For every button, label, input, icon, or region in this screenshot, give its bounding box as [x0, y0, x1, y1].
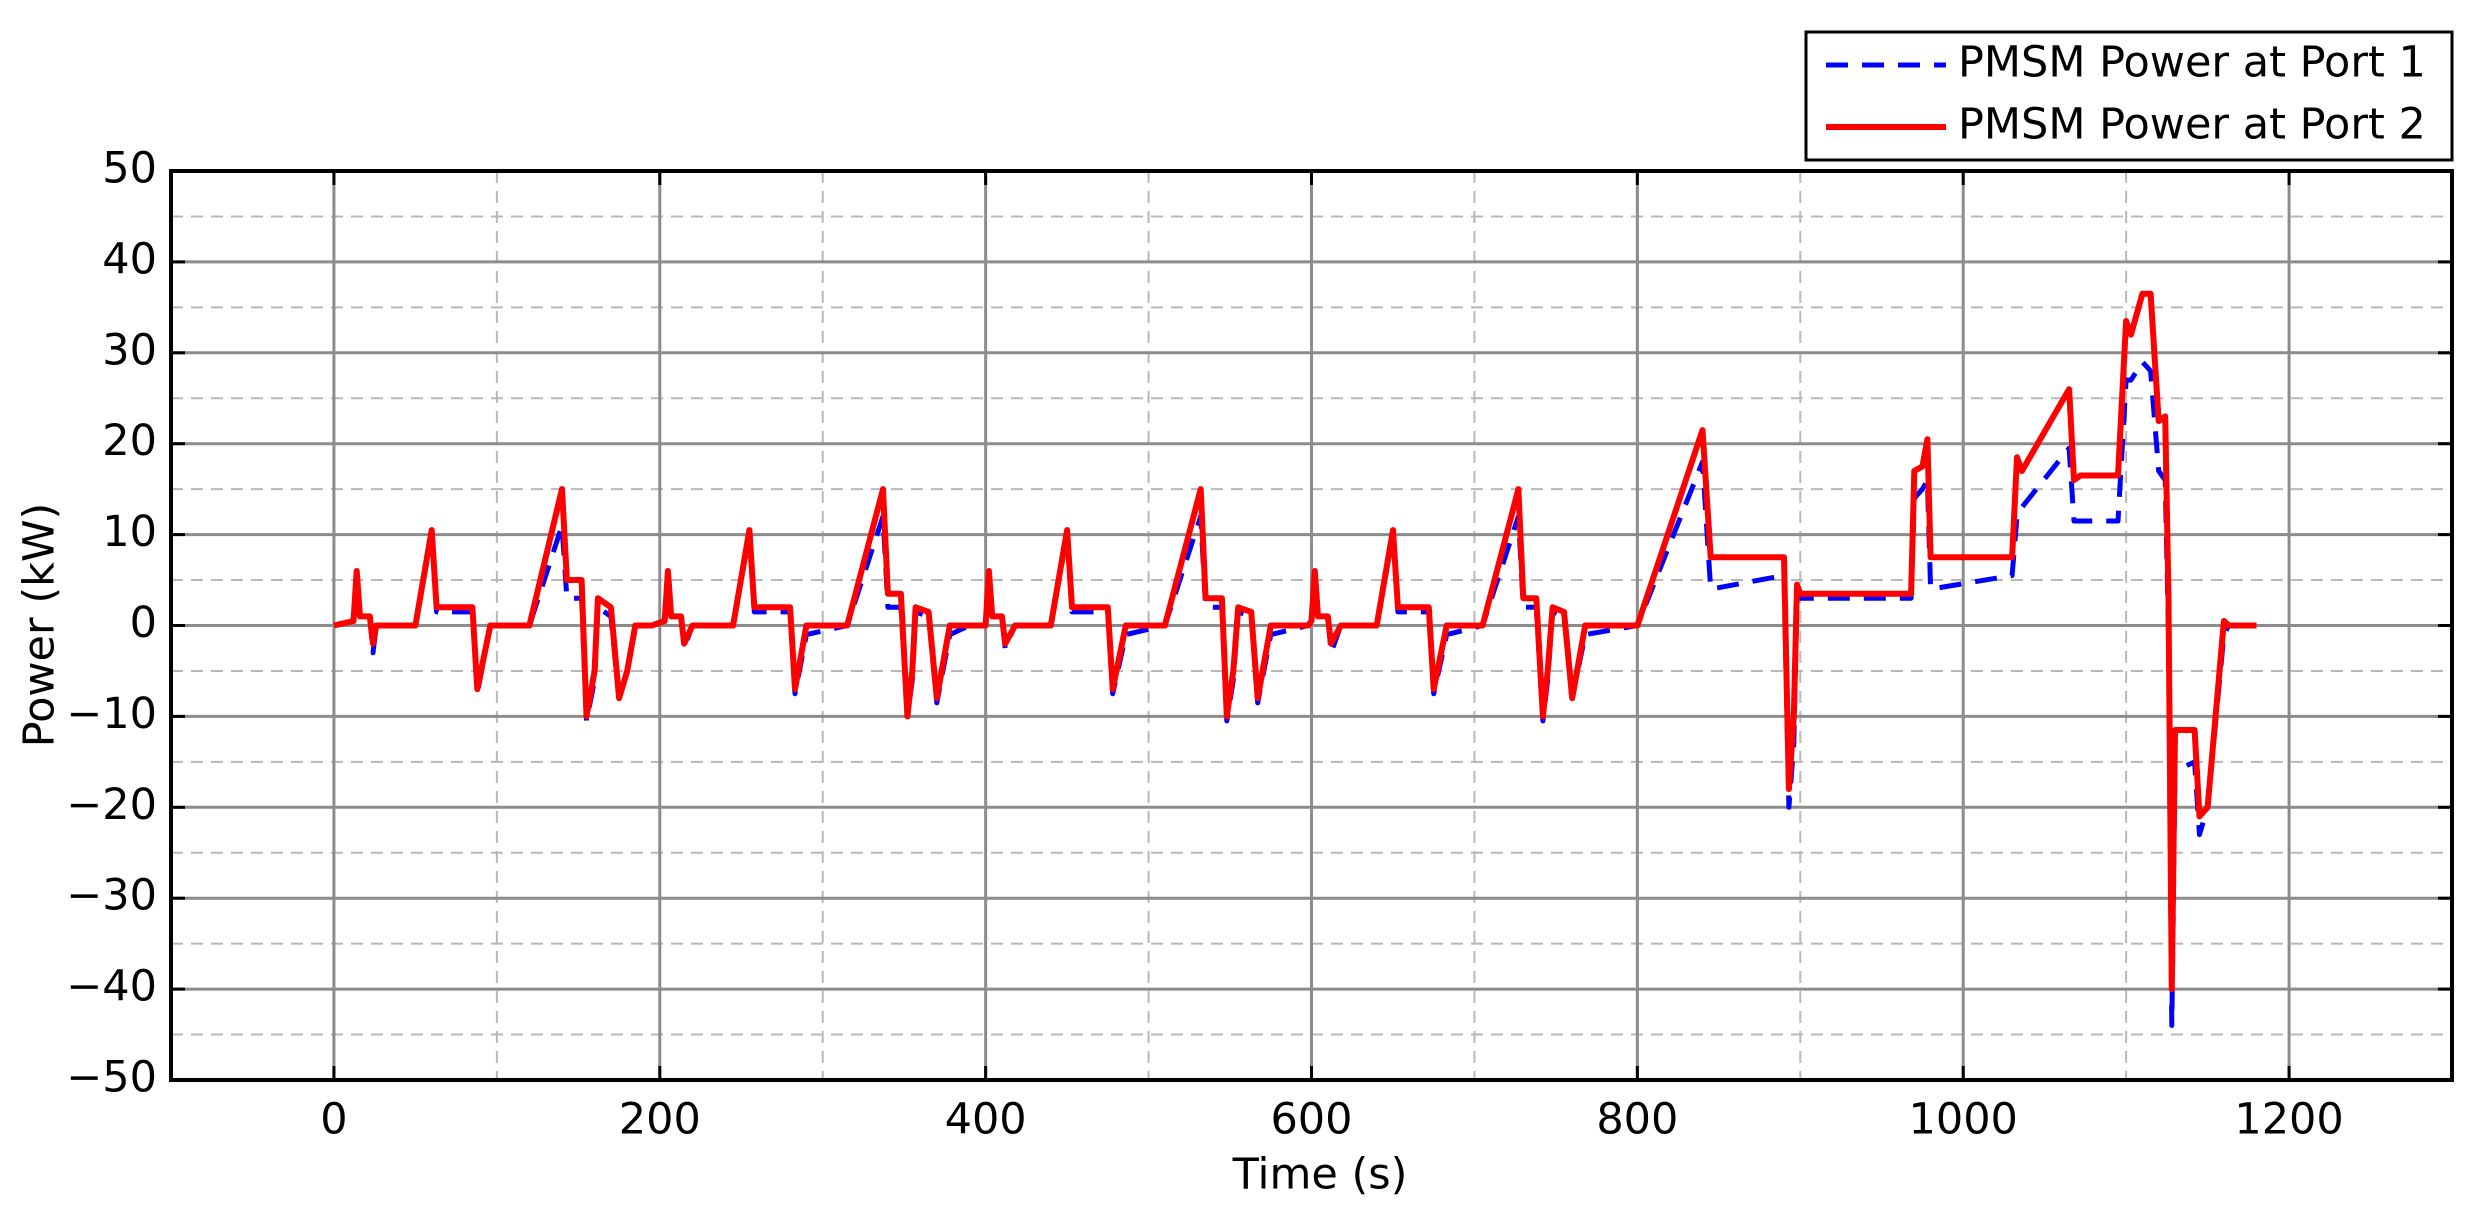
- y-tick-label: −50: [66, 1053, 157, 1103]
- y-axis-label: Power (kW): [15, 503, 65, 748]
- plot-frame: [169, 169, 2454, 1082]
- x-tick-label: 200: [619, 1095, 701, 1145]
- y-tick-label: 50: [102, 144, 157, 194]
- y-tick-label: −30: [66, 871, 157, 921]
- x-tick-label: 1200: [2234, 1095, 2343, 1145]
- x-tick-label: 1000: [1908, 1095, 2017, 1145]
- y-tick-label: −20: [66, 780, 157, 830]
- x-tick-label: 400: [945, 1095, 1027, 1145]
- y-tick-label: −40: [66, 962, 157, 1012]
- legend-box: [1804, 30, 2454, 162]
- y-tick-label: 20: [102, 416, 157, 466]
- x-axis-label: Time (s): [1232, 1150, 1408, 1200]
- x-tick-label: 800: [1596, 1095, 1678, 1145]
- legend: PMSM Power at Port 1 PMSM Power at Port 2: [1804, 30, 2454, 162]
- y-tick-label: 10: [102, 507, 157, 557]
- series-line: [333, 290, 2257, 993]
- y-tick-label: 40: [102, 234, 157, 284]
- x-tick-label: 0: [320, 1095, 347, 1145]
- y-tick-label: −10: [66, 689, 157, 739]
- y-tick-label: 0: [130, 598, 157, 648]
- legend-label: PMSM Power at Port 1: [1958, 38, 2426, 88]
- legend-label: PMSM Power at Port 2: [1958, 100, 2426, 150]
- x-tick-label: 600: [1270, 1095, 1352, 1145]
- y-tick-label: 30: [102, 325, 157, 375]
